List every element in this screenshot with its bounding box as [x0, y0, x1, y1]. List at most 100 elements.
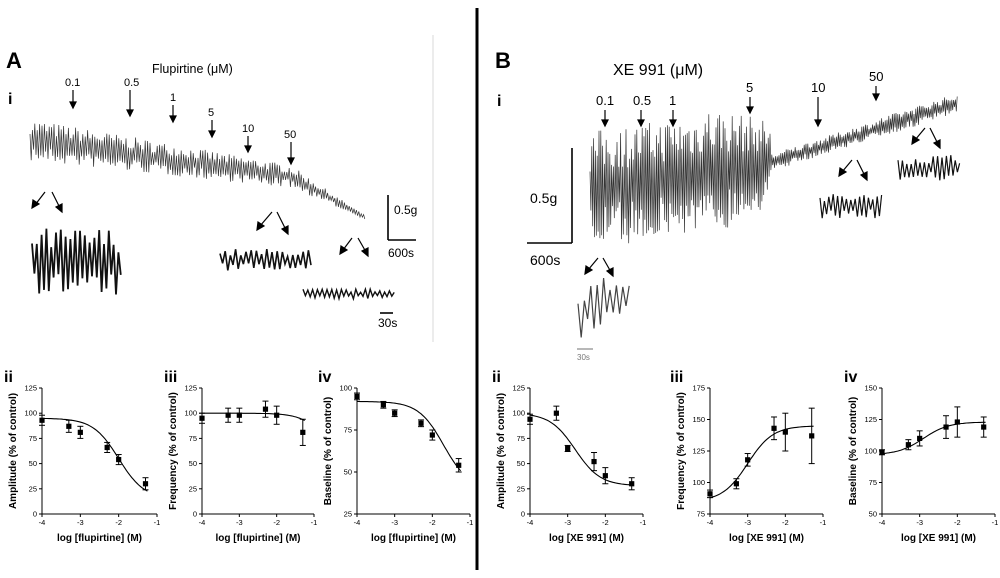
chart-sublabel: iv — [318, 369, 331, 386]
chart-sublabel: iv — [844, 369, 857, 386]
data-point — [104, 444, 110, 451]
chart-a-iv: iv 25 50 75 100 -4 -3 -2 -1 log [flupirtine] (M) B… — [318, 369, 473, 544]
data-point — [236, 412, 242, 418]
x-tick-label: -2 — [602, 518, 609, 527]
y-tick-label: 75 — [189, 434, 197, 443]
data-point — [354, 393, 360, 399]
panel-a-scale-time: 600s — [388, 246, 414, 260]
y-tick-label: 125 — [184, 384, 197, 393]
panel-b-scale-amp: 0.5g — [530, 190, 557, 206]
y-tick-label: 50 — [517, 459, 525, 468]
data-point — [917, 435, 923, 441]
panel-b-scale-time: 600s — [530, 252, 560, 268]
arrowhead — [932, 139, 941, 150]
conc-label-b-2: 1 — [669, 93, 676, 108]
panel-b-scale-bars — [527, 148, 593, 350]
data-point — [77, 429, 83, 435]
y-tick-label: 25 — [517, 484, 525, 493]
x-tick-label: -1 — [992, 518, 999, 527]
x-tick-label: -1 — [311, 518, 318, 527]
arrowhead — [69, 101, 77, 110]
x-tick-label: -2 — [115, 518, 122, 527]
panel-b-arrows — [584, 86, 941, 278]
panel-b-concentration-labels: 0.1 0.5 1 5 10 50 — [596, 69, 883, 108]
y-tick-label: 100 — [512, 409, 525, 418]
chart-b-ii: ii 0 25 50 75 100 125 -4 -3 -2 -1 log [XE 991] (M) A… — [492, 369, 646, 544]
panel-b-title: XE 991 (μM) — [613, 62, 703, 79]
data-point — [879, 449, 885, 455]
y-tick-label: 100 — [339, 384, 352, 393]
data-point — [629, 481, 635, 487]
conc-label-a-1: 0.5 — [124, 77, 139, 89]
panel-a-scale-bars — [380, 195, 416, 314]
data-point — [905, 442, 911, 448]
data-point — [380, 402, 386, 408]
arrowhead — [287, 157, 295, 166]
arrowhead — [605, 267, 614, 278]
y-tick-label: 50 — [189, 459, 197, 468]
fit-curve — [529, 414, 634, 486]
data-point — [602, 473, 608, 479]
x-tick-label: -4 — [527, 518, 534, 527]
conc-label-a-0: 0.1 — [65, 77, 80, 89]
data-point — [745, 457, 751, 463]
data-point — [591, 458, 597, 465]
data-point — [809, 433, 815, 439]
conc-label-b-4: 10 — [811, 80, 825, 95]
arrowhead — [208, 130, 216, 139]
conc-label-b-1: 0.5 — [633, 93, 651, 108]
data-point — [782, 429, 788, 435]
arrowhead — [911, 134, 921, 146]
x-axis-label: log [flupirtine] (M) — [57, 533, 142, 544]
chart-b-iv: iv 50 75 100 125 150 -4 -3 -2 -1 log [XE 991] (M) B… — [844, 369, 998, 544]
recording-traces — [29, 96, 961, 338]
y-tick-label: 100 — [692, 478, 705, 487]
y-tick-label: 50 — [344, 468, 352, 477]
x-tick-label: -3 — [916, 518, 923, 527]
x-tick-label: -4 — [707, 518, 714, 527]
y-tick-label: 125 — [864, 415, 877, 424]
x-tick-label: -4 — [39, 518, 46, 527]
panel-b-inset-high — [897, 155, 961, 181]
y-tick-label: 125 — [24, 384, 37, 393]
x-axis-label: log [XE 991] (M) — [901, 533, 976, 544]
conc-label-b-3: 5 — [746, 80, 753, 95]
data-point — [954, 419, 960, 425]
data-point — [300, 429, 306, 435]
data-point — [262, 406, 269, 412]
fit-curve — [41, 417, 148, 492]
y-tick-label: 75 — [344, 426, 352, 435]
panel-b-inset-control — [577, 277, 630, 338]
arrowhead — [280, 225, 289, 236]
y-tick-label: 25 — [29, 484, 37, 493]
y-tick-label: 100 — [24, 409, 37, 418]
panel-a-arrows — [31, 90, 369, 258]
arrowhead — [601, 119, 609, 128]
y-tick-label: 25 — [344, 510, 352, 519]
x-tick-label: -3 — [564, 518, 571, 527]
data-point — [943, 424, 949, 430]
y-tick-label: 175 — [692, 384, 705, 393]
chart-a-iii: iii 0 25 50 75 100 125 -4 -3 -2 -1 log [flupirtine]… — [164, 369, 317, 544]
fit-curve — [202, 412, 305, 421]
arrowhead — [31, 198, 41, 210]
arrowhead — [872, 93, 880, 102]
panel-b-main-trace — [589, 96, 958, 244]
y-tick-label: 75 — [869, 478, 877, 487]
data-point — [225, 412, 231, 418]
x-tick-label: -1 — [820, 518, 827, 527]
y-tick-label: 125 — [512, 384, 525, 393]
y-axis-label: Frequency (% of control) — [168, 392, 179, 510]
data-point — [116, 456, 122, 463]
panel-a-inset-mid — [219, 248, 312, 271]
x-tick-label: -3 — [77, 518, 84, 527]
panel-b-sub-i: i — [497, 93, 501, 110]
x-tick-label: -2 — [429, 518, 436, 527]
x-axis-label: log [flupirtine] (M) — [216, 533, 301, 544]
chart-sublabel: iii — [670, 369, 683, 386]
y-tick-label: 75 — [697, 510, 705, 519]
panel-a-main-trace — [29, 123, 366, 220]
arrowhead — [814, 119, 822, 128]
x-tick-label: -1 — [154, 518, 161, 527]
